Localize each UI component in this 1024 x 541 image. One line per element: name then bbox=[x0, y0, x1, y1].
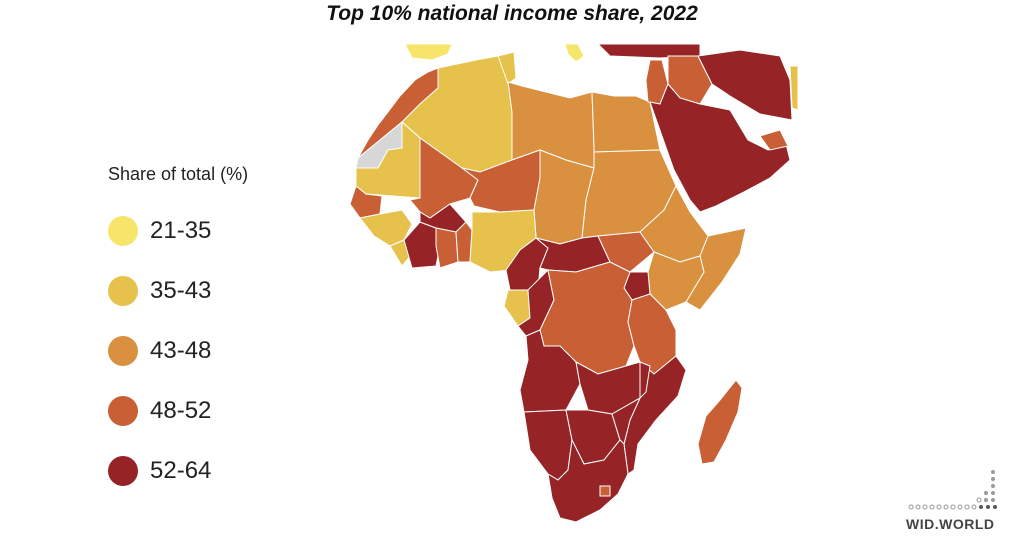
region-south-africa bbox=[547, 438, 629, 523]
legend-label-2: 35-43 bbox=[150, 277, 212, 304]
region-lesotho bbox=[599, 485, 611, 497]
legend-swatch-3 bbox=[108, 336, 138, 366]
legend-swatch-5 bbox=[108, 456, 138, 486]
region-guinea bbox=[359, 209, 413, 247]
legend-title: Share of total (%) bbox=[108, 164, 249, 184]
wid-world-logo: WID.WORLD bbox=[906, 466, 1002, 532]
map-title: Top 10% national income share, 2022 bbox=[326, 2, 698, 25]
legend-label-1: 21-35 bbox=[150, 217, 212, 244]
region-east-edge bbox=[789, 65, 799, 111]
legend-item-2: 35-43 bbox=[108, 261, 248, 321]
region-ghana bbox=[435, 227, 459, 269]
region-malawi bbox=[639, 361, 651, 400]
region-tunisia bbox=[497, 51, 517, 85]
region-italy bbox=[564, 43, 585, 63]
region-zimbabwe bbox=[611, 396, 642, 445]
region-spain bbox=[404, 43, 453, 61]
legend-label-5: 52-64 bbox=[150, 457, 212, 484]
legend-item-1: 21-35 bbox=[108, 201, 248, 261]
region-egypt bbox=[591, 91, 661, 153]
logo-dot-mark bbox=[908, 470, 997, 510]
legend-swatch-1 bbox=[108, 216, 138, 246]
logo-text: WID.WORLD bbox=[906, 516, 995, 532]
region-madagascar bbox=[697, 379, 743, 465]
legend-item-3: 43-48 bbox=[108, 321, 248, 381]
region-uae-oman bbox=[759, 129, 789, 151]
legend-swatch-4 bbox=[108, 396, 138, 426]
legend-label-3: 43-48 bbox=[150, 337, 212, 364]
region-namibia bbox=[523, 409, 573, 481]
region-iran bbox=[697, 49, 793, 121]
region-south-sudan bbox=[597, 231, 655, 273]
legend: Share of total (%) 21-35 35-43 43-48 48-… bbox=[108, 164, 248, 501]
legend-item-4: 48-52 bbox=[108, 381, 248, 441]
legend-label-4: 48-52 bbox=[150, 397, 212, 424]
legend-item-5: 52-64 bbox=[108, 441, 248, 501]
legend-swatch-2 bbox=[108, 276, 138, 306]
